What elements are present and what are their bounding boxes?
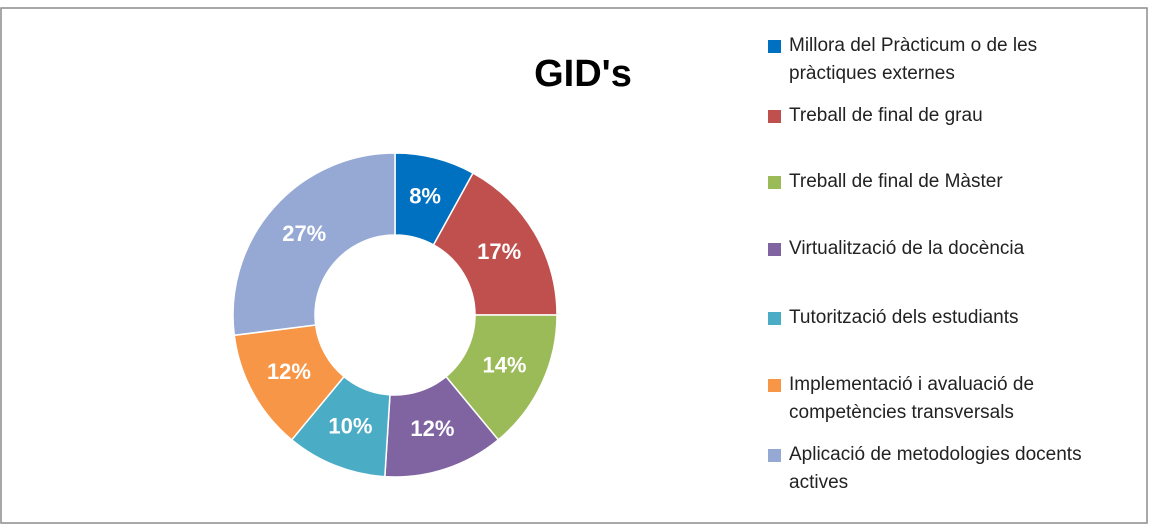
legend-item: Aplicació de metodologies docents active… xyxy=(768,441,1138,497)
legend-label: Treball de final de Màster xyxy=(789,171,1003,192)
legend-item: Virtualització de la docència xyxy=(768,235,1138,263)
legend-item: Implementació i avaluació de competèncie… xyxy=(768,371,1138,427)
legend-swatch xyxy=(768,379,781,392)
slice-label: 12% xyxy=(267,359,311,384)
legend-swatch xyxy=(768,243,781,256)
slice-label: 27% xyxy=(282,221,326,246)
slice-label: 8% xyxy=(409,184,441,209)
legend-label: Tutorització dels estudiants xyxy=(789,307,1019,328)
legend-swatch xyxy=(768,110,781,123)
donut-slice xyxy=(432,172,558,316)
legend-label: Treball de final de grau xyxy=(789,105,983,126)
legend-label: Implementació i avaluació de competèncie… xyxy=(789,374,1035,423)
donut-slice xyxy=(232,152,396,337)
slice-label: 17% xyxy=(477,239,521,264)
legend-swatch xyxy=(768,176,781,189)
chart-title: GID's xyxy=(534,53,632,95)
legend-swatch xyxy=(768,312,781,325)
legend-label: Aplicació de metodologies docents active… xyxy=(789,444,1082,493)
legend-item: Treball de final de Màster xyxy=(768,168,1138,196)
slice-label: 14% xyxy=(482,352,526,377)
legend-swatch xyxy=(768,449,781,462)
legend-item: Millora del Pràcticum o de les pràctique… xyxy=(768,32,1138,88)
legend-item: Treball de final de grau xyxy=(768,102,1138,130)
legend-label: Millora del Pràcticum o de les pràctique… xyxy=(789,35,1038,84)
legend-swatch xyxy=(768,40,781,53)
slice-label: 12% xyxy=(410,416,454,441)
chart-border xyxy=(0,7,1148,524)
slice-label: 10% xyxy=(328,413,372,438)
legend-item: Tutorització dels estudiants xyxy=(768,304,1138,332)
legend-label: Virtualització de la docència xyxy=(789,238,1025,259)
